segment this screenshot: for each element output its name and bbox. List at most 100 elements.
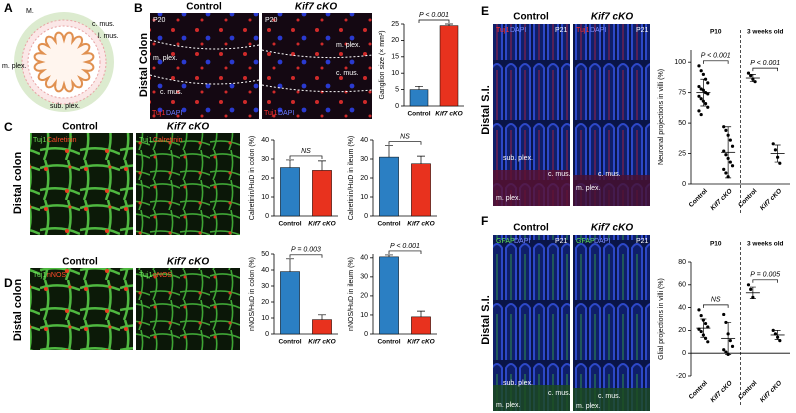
significance-bracket [752,67,778,72]
y-axis-label: Neuronal projections in villi (%) [658,69,665,165]
micrograph [573,235,650,411]
error-bar [417,155,425,164]
schematic [14,12,114,112]
condition-label: Control [186,2,222,13]
y-tick-label: 40 [678,304,686,311]
stain-label: Tuj1 [496,27,509,34]
y-tick-label: 30 [261,156,269,163]
significance-bracket [703,60,729,64]
error-bar [385,254,393,257]
y-tick-label: 10 [391,70,399,77]
x-tick-label: Control [278,221,301,228]
y-tick-label: 0 [682,181,686,188]
data-point [730,144,735,148]
y-tick-label: 40 [261,137,269,144]
age-label: P21 [636,27,649,34]
y-tick-label: 20 [261,175,269,182]
error-bar [385,145,393,158]
stain-label: GFAP [496,238,515,245]
y-axis-label: Ganglion size (× mm²) [379,30,386,99]
data-point [697,308,701,312]
x-tick-label: Kif7 cKO [407,221,434,228]
x-tick-label: Control [407,111,430,118]
data-point [746,283,751,287]
plexus-band [573,388,650,411]
region-label: Distal colon [12,152,24,215]
stain-label: nNOS [47,272,66,279]
bar [379,256,399,335]
y-tick-label: 10 [261,315,269,322]
data-point [778,161,782,165]
data-point [728,339,732,343]
y-tick-label: 10 [360,312,368,319]
y-tick-label: 40 [360,137,368,144]
region-label: Distal S.I. [480,295,492,345]
condition-label: Kif7 cKO [167,122,209,133]
data-point [724,153,728,157]
significance-bracket [289,254,323,258]
layer-label: sub. plex. [503,380,533,387]
data-point [773,148,778,152]
y-tick-label: 25 [391,21,399,28]
y-tick-label: 0 [364,213,368,220]
y-tick-label: 20 [678,327,686,334]
plexus-band [493,170,570,206]
region-label: Distal colon [12,279,24,342]
age-label: P21 [636,238,649,245]
layer-label: m. plex. [336,42,361,49]
condition-label: Control [513,223,549,234]
significance-label: NS [400,134,410,141]
stain-label: DAPI [278,110,294,117]
stain-label: Tuj1 [576,27,589,34]
significance-bracket [388,141,422,145]
layer-label: c. mus. [336,70,359,77]
plexus-band [493,385,570,411]
group-label: 3 weeks old [747,241,784,248]
data-point [724,171,728,175]
bar [379,156,399,217]
micrograph [136,268,240,350]
stain-label: Calretinin [153,137,183,144]
data-point [703,321,708,326]
x-tick-label: Kif7 cKO [709,188,733,212]
error-bar [318,314,326,320]
y-tick-label: 5 [395,86,399,93]
micrograph [136,133,240,235]
layer-label: sub. plex. [503,155,533,162]
stain-label: Tuj1 [264,110,277,117]
y-tick-label: 0 [682,350,686,357]
y-tick-label: 60 [678,282,686,289]
data-point [699,69,703,73]
schematic-label: sub. plex. [50,103,80,110]
layer-label: m. plex. [496,402,521,409]
significance-bracket [289,155,323,159]
group-label: P10 [710,241,722,248]
x-tick-label: Kif7 cKO [759,380,783,404]
stain-label: Tuj1 [152,110,165,117]
stain-label: Tuj1 [33,272,46,279]
age-label: P20 [153,17,166,24]
region-label: Distal Colon [138,33,150,97]
y-tick-label: 20 [360,293,368,300]
data-point [697,64,701,68]
condition-label: Kif7 cKO [591,12,633,23]
bar [312,170,332,217]
stain-label: GFAP [576,238,595,245]
y-tick-label: 20 [391,37,399,44]
significance-label: P < 0.001 [701,53,731,60]
significance-label: P < 0.001 [419,12,449,19]
sd-bar [749,286,756,299]
y-tick-label: 0 [265,213,269,220]
bar [409,89,429,107]
bar [280,167,300,217]
bar [411,163,431,217]
bar [439,25,459,107]
data-point [730,164,735,168]
x-tick-label: Kif7 cKO [435,111,462,118]
layer-label: c. mus. [548,171,571,178]
layer-label: c. mus. [598,171,621,178]
y-tick-label: 100 [674,59,686,66]
schematic-label: c. mus. [92,21,115,28]
significance-label: P < 0.001 [750,60,780,67]
error-bar [318,160,326,171]
